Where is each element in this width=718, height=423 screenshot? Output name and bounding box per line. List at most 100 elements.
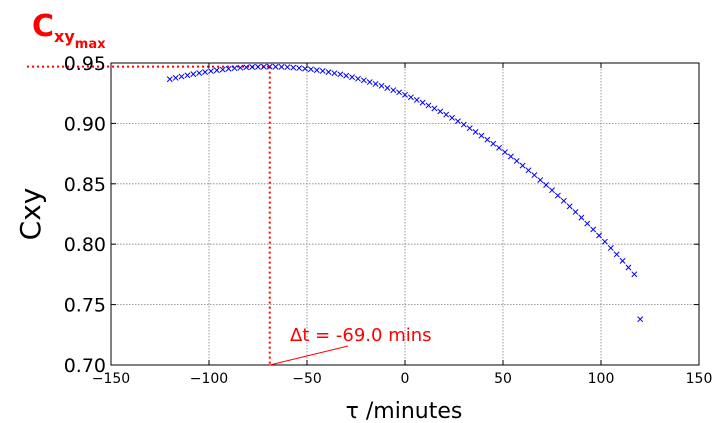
data-point [231,65,238,72]
data-point [619,257,626,264]
data-point [331,70,338,77]
data-point [213,67,220,74]
data-point [325,69,332,76]
data-point [402,91,408,98]
data-point [166,76,173,83]
data-point [284,64,291,71]
data-point [272,63,279,70]
data-point [454,118,461,125]
data-point [607,244,614,251]
data-point [384,85,391,91]
data-point [566,203,573,210]
data-point [590,226,597,233]
data-point [449,114,455,121]
data-point [502,149,508,156]
data-point [625,264,632,271]
data-point [278,63,285,70]
data-point [219,66,226,73]
data-point [260,63,267,70]
data-point [337,71,344,78]
data-point [613,251,620,258]
y-tick-label: 0.85 [64,174,106,196]
data-point [596,232,602,239]
y-tick-label: 0.80 [64,234,106,256]
data-point [378,82,385,89]
data-point [319,68,326,74]
data-points [166,63,644,323]
data-point [396,89,403,96]
x-tick-label: −50 [292,371,322,387]
data-point [519,162,526,169]
max-guides [27,65,271,365]
data-point [490,140,497,147]
data-point [190,71,197,78]
x-tick-label: 100 [588,371,615,387]
data-point [496,144,503,151]
data-point [296,65,303,72]
cxy-max-label-subsub: max [75,37,106,52]
data-point [202,69,209,76]
data-point [208,68,214,75]
data-point [537,177,544,184]
data-point [507,153,514,160]
data-point [466,125,473,132]
data-point [578,214,585,221]
data-point [419,99,426,106]
data-point [472,129,479,135]
data-point [431,105,438,112]
y-tick-label: 0.70 [64,355,106,377]
data-point [249,64,256,70]
data-point [601,238,608,245]
data-point [184,72,191,79]
data-point [554,192,561,199]
y-tick-label: 0.90 [64,113,106,135]
data-point [243,64,250,71]
cxy-max-label-main: C [32,9,54,44]
data-point [484,136,491,143]
data-point [572,208,579,215]
x-ticks: −150 −100 −50 0 50 100 150 [92,63,713,387]
x-tick-label: −100 [190,371,228,387]
data-point [225,65,232,72]
data-point [549,187,555,194]
data-point [631,271,638,278]
data-point [255,63,261,70]
data-point [266,63,273,70]
data-point [355,75,361,82]
data-point [349,74,356,81]
data-point [407,94,414,101]
cxy-max-label-sub: xy [54,27,75,46]
data-point [343,72,350,79]
y-tick-label: 0.95 [64,53,106,75]
x-tick-label: 0 [401,371,410,387]
data-point [478,132,485,139]
data-point [237,64,244,71]
data-point [425,102,432,109]
data-point [560,197,567,204]
x-axis-label: τ /minutes [346,399,463,423]
data-point [525,167,532,174]
delta-t-annotation: Δt = -69.0 mins [290,325,432,346]
annotation-pointer [269,345,349,366]
data-point [443,111,450,118]
data-point [637,316,644,323]
data-point [366,79,373,86]
data-point [196,70,203,76]
data-point [372,80,379,87]
data-point [172,74,179,81]
data-point [513,158,520,164]
y-axis-label: Cxy [14,188,47,241]
data-point [313,67,320,74]
data-point [360,77,367,84]
data-point [543,182,550,188]
data-point [437,108,444,115]
data-point [460,121,467,128]
data-point [531,172,538,179]
x-tick-label: 50 [494,371,512,387]
cxy-max-label: Cxymax [32,9,106,52]
data-point [178,73,185,80]
data-point [290,64,297,71]
grid [111,63,699,365]
x-tick-label: 150 [686,371,713,387]
